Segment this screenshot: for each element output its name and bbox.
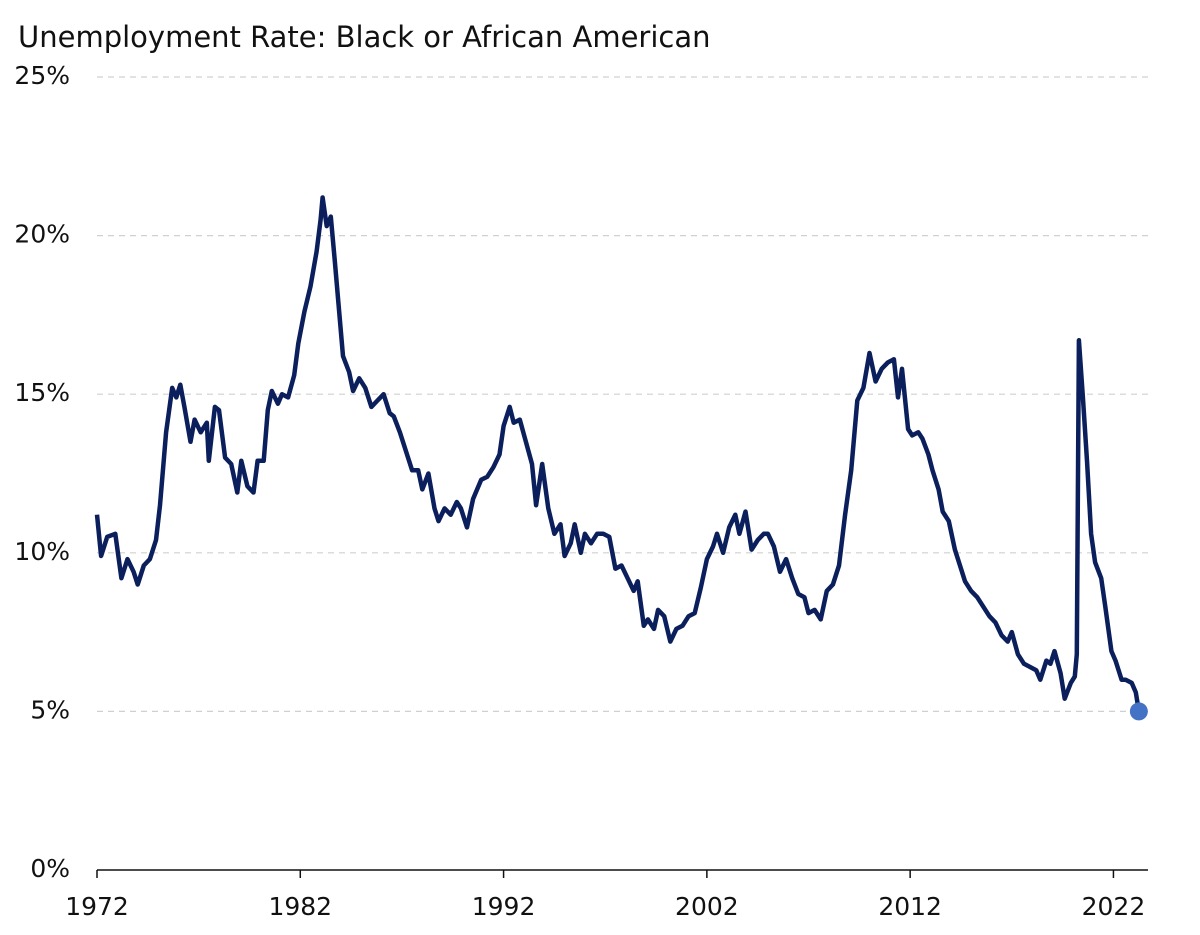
x-tick-label: 2022: [1082, 892, 1146, 921]
y-tick-label: 20%: [14, 220, 70, 249]
x-tick-label: 2012: [878, 892, 942, 921]
x-tick-label: 1972: [65, 892, 129, 921]
y-tick-label: 5%: [30, 695, 70, 724]
x-tick-label: 2002: [675, 892, 739, 921]
x-tick-label: 1992: [472, 892, 536, 921]
last-point: [1129, 702, 1148, 721]
x-tick-label: 1982: [268, 892, 332, 921]
y-tick-label: 10%: [14, 537, 70, 566]
y-tick-label: 0%: [30, 854, 70, 883]
y-tick-label: 15%: [14, 378, 70, 407]
y-tick-label: 25%: [14, 61, 70, 90]
chart-title: Unemployment Rate: Black or African Amer…: [18, 20, 711, 54]
line-series: [94, 195, 1142, 712]
